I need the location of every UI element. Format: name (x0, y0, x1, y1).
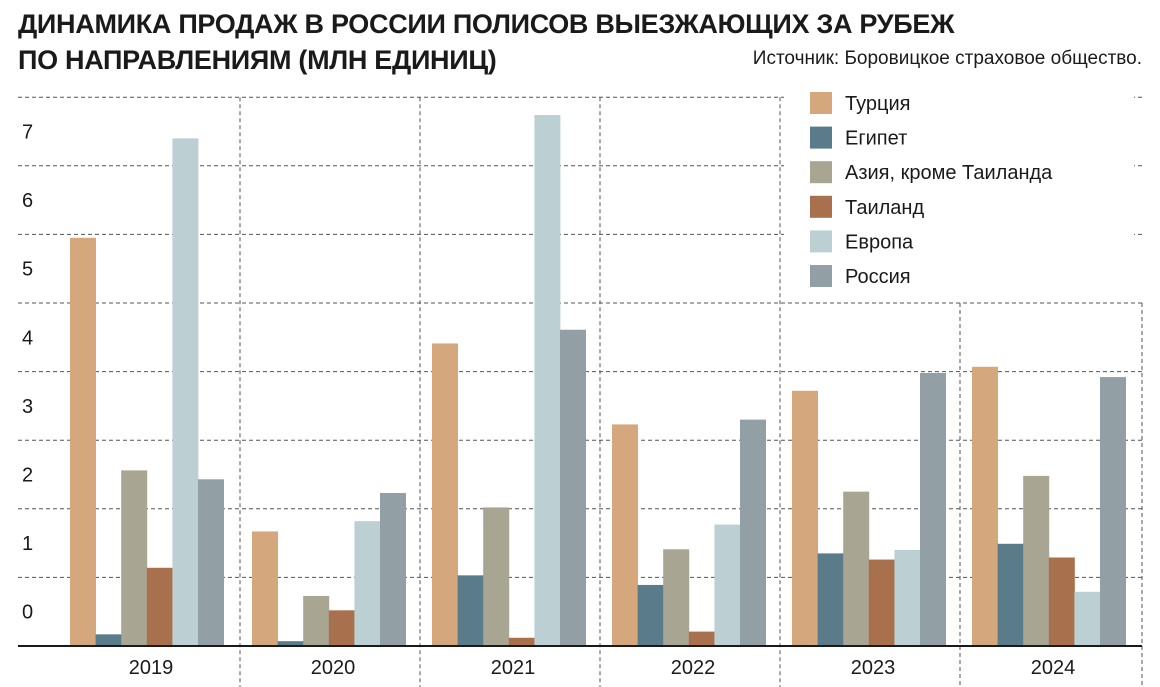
legend-background (784, 86, 1134, 296)
bar-2024-3 (1023, 475, 1050, 646)
bar-2022-6 (740, 419, 766, 646)
x-tick-label: 2020 (311, 657, 356, 679)
source-note: Источник: Боровицкое страховое общество. (752, 48, 1142, 69)
bar-2019-4 (146, 567, 173, 646)
legend-label: Египет (845, 128, 907, 150)
bar-2020-3 (303, 595, 330, 646)
bar-2021-5 (534, 115, 561, 646)
legend-label: Европа (845, 231, 914, 253)
bar-2023-5 (894, 549, 921, 646)
bar-2023-6 (920, 372, 946, 646)
legend-label: Азия, кроме Таиланда (845, 162, 1053, 184)
bar-2022-5 (714, 524, 741, 646)
y-tick-label: 7 (22, 122, 33, 144)
bar-2021-1 (432, 343, 458, 646)
x-tick-label: 2022 (671, 657, 716, 679)
y-tick-label: 6 (22, 190, 33, 212)
legend-label: Россия (845, 266, 911, 288)
bar-2020-5 (354, 521, 381, 646)
x-tick-label: 2023 (851, 657, 896, 679)
bar-2019-6 (198, 479, 224, 646)
bar-2020-1 (252, 531, 278, 646)
bar-2021-4 (508, 637, 535, 646)
chart-title: ДИНАМИКА ПРОДАЖ В РОССИИ ПОЛИСОВ ВЫЕЗЖАЮ… (18, 6, 1018, 78)
legend-label: Турция (845, 93, 910, 115)
x-tick-label: 2024 (1031, 657, 1076, 679)
bar-2021-3 (483, 507, 510, 646)
bar-2023-1 (792, 390, 818, 646)
x-tick-label: 2019 (129, 657, 174, 679)
bar-2024-5 (1074, 591, 1101, 646)
legend-swatch (810, 126, 832, 149)
bar-2020-2 (277, 641, 304, 646)
y-tick-label: 3 (22, 396, 33, 418)
bar-2022-2 (637, 584, 664, 646)
y-tick-label: 2 (22, 465, 33, 487)
legend-label: Таиланд (845, 197, 924, 219)
title-line-2: ПО НАПРАВЛЕНИЯМ (МЛН ЕДИНИЦ) (18, 45, 497, 75)
legend-swatch (810, 161, 832, 184)
legend-swatch (810, 230, 832, 253)
bar-2023-4 (868, 559, 895, 646)
bar-2024-4 (1048, 557, 1075, 646)
bar-2019-5 (172, 138, 199, 647)
bar-2021-6 (560, 329, 586, 646)
bar-2023-2 (817, 553, 844, 646)
bar-2020-4 (328, 610, 355, 646)
legend-swatch (810, 195, 832, 218)
legend-swatch (810, 92, 832, 114)
y-tick-label: 0 (22, 602, 33, 624)
y-tick-label: 1 (22, 533, 33, 555)
bar-2019-1 (70, 237, 96, 646)
x-tick-label: 2021 (491, 657, 536, 679)
bar-2024-6 (1100, 377, 1126, 646)
bar-2021-2 (457, 575, 484, 646)
bar-2019-2 (95, 634, 122, 646)
bar-2022-3 (663, 549, 690, 646)
legend-swatch (810, 265, 832, 287)
bar-2023-3 (843, 491, 870, 646)
bar-2024-1 (972, 366, 998, 646)
y-tick-label: 5 (22, 259, 33, 281)
bar-2022-4 (688, 631, 715, 646)
title-line-1: ДИНАМИКА ПРОДАЖ В РОССИИ ПОЛИСОВ ВЫЕЗЖАЮ… (18, 9, 955, 39)
bar-2019-3 (121, 470, 148, 646)
bar-2020-6 (380, 493, 406, 646)
bar-2022-1 (612, 424, 638, 646)
bar-2024-2 (997, 543, 1024, 646)
y-tick-label: 4 (22, 327, 33, 349)
